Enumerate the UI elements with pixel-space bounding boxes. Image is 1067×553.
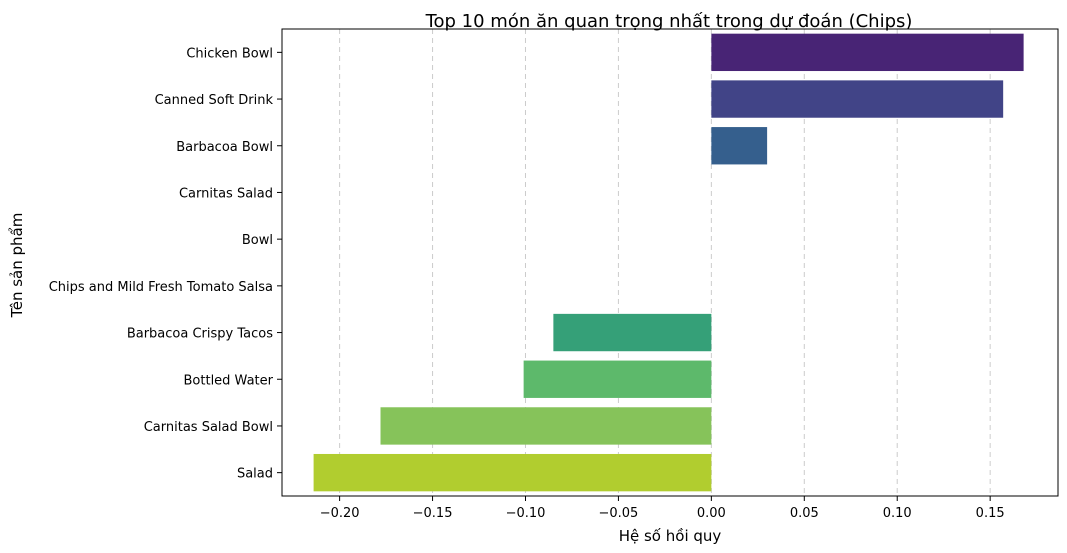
y-tick-label: Salad xyxy=(237,467,273,482)
x-tick-label: −0.20 xyxy=(320,506,360,521)
y-tick-label: Bottled Water xyxy=(184,373,274,388)
x-tick-label: 0.15 xyxy=(976,506,1005,521)
y-tick-label: Carnitas Salad xyxy=(179,186,273,201)
y-tick-label: Chips and Mild Fresh Tomato Salsa xyxy=(49,280,273,295)
x-tick-label: −0.05 xyxy=(598,506,638,521)
plot-frame xyxy=(281,28,1059,497)
bars xyxy=(313,33,1024,492)
y-tick-label: Canned Soft Drink xyxy=(155,93,274,108)
y-axis-label: Tên sản phẩm xyxy=(8,213,26,319)
y-tick-label: Bowl xyxy=(242,233,273,248)
chart-title: Top 10 món ăn quan trọng nhất trong dự đ… xyxy=(425,11,913,32)
y-tick-label: Barbacoa Bowl xyxy=(176,140,273,155)
y-tick-label: Carnitas Salad Bowl xyxy=(144,420,273,435)
y-tick-label: Barbacoa Crispy Tacos xyxy=(127,327,273,342)
bar xyxy=(711,80,1004,118)
x-axis-ticks: −0.20 −0.15 −0.10 −0.05 0.00 0.05 0.10 0.15 xyxy=(320,496,1005,521)
x-tick-label: 0.05 xyxy=(790,506,819,521)
x-tick-label: 0.10 xyxy=(883,506,912,521)
bar xyxy=(523,360,712,398)
bar xyxy=(380,407,712,445)
y-tick-label: Chicken Bowl xyxy=(186,46,273,61)
x-axis-label: Hệ số hồi quy xyxy=(619,527,722,545)
bar xyxy=(711,127,768,165)
bar xyxy=(553,313,712,352)
y-axis-ticks: Chicken Bowl Canned Soft Drink Barbacoa Bo… xyxy=(49,46,282,482)
bar xyxy=(313,453,712,492)
x-tick-label: −0.10 xyxy=(506,506,546,521)
x-tick-label: −0.15 xyxy=(413,506,453,521)
x-tick-label: 0.00 xyxy=(697,506,726,521)
bar xyxy=(711,33,1024,72)
